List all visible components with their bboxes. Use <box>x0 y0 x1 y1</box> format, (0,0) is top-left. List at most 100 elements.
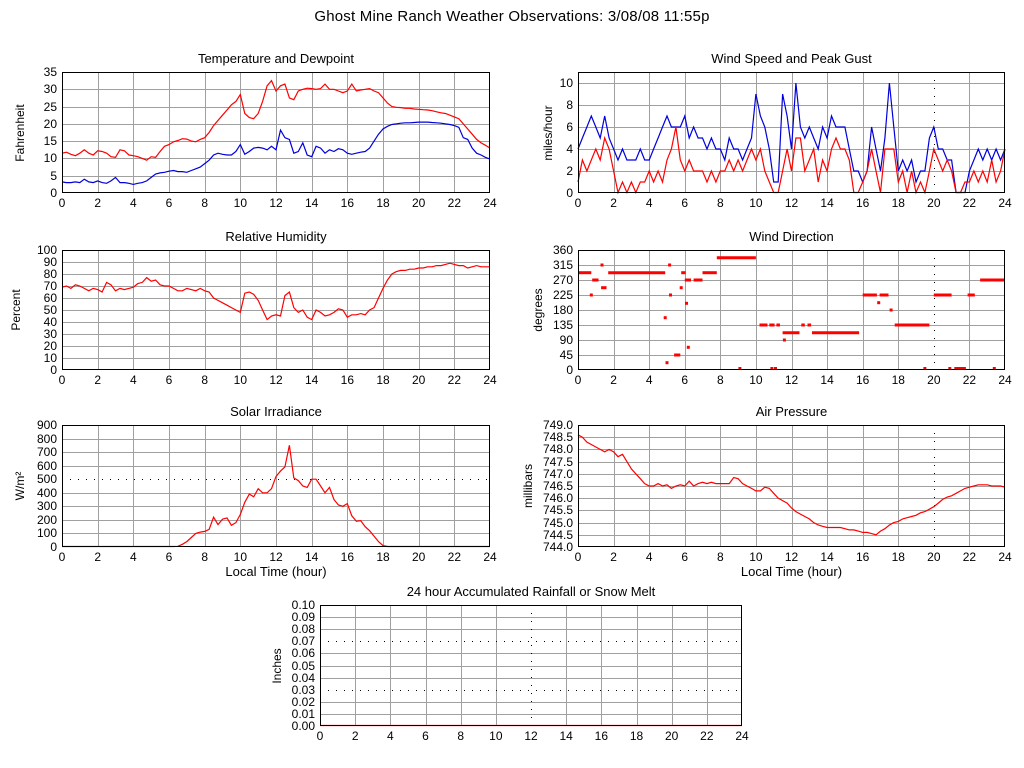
x-tick-label: 18 <box>891 550 905 564</box>
x-tick-label: 20 <box>927 196 941 210</box>
y-tick-label: 0.10 <box>291 598 315 612</box>
plot-area <box>61 72 491 193</box>
y-tick-label: 0.04 <box>291 670 315 685</box>
x-tick-label: 24 <box>998 196 1012 210</box>
x-tick-label: 16 <box>340 196 354 210</box>
x-tick-label: 8 <box>457 729 464 743</box>
y-tick-label: 8 <box>566 98 573 112</box>
x-tick-label: 0 <box>574 196 582 210</box>
x-tick-label: 22 <box>962 550 977 564</box>
y-tick-label: 0.00 <box>291 719 315 733</box>
x-tick-label: 8 <box>716 196 724 210</box>
x-tick-label: 12 <box>784 196 799 210</box>
y-tick-label: 100 <box>36 243 57 257</box>
y-tick-label: 600 <box>36 458 57 473</box>
x-tick-label: 6 <box>165 196 173 210</box>
x-tick-label: 12 <box>269 373 283 387</box>
y-axis-label: degrees <box>531 288 545 332</box>
y-tick-label: 800 <box>36 431 57 446</box>
plot-area <box>62 425 490 548</box>
x-tick-label: 12 <box>784 550 799 564</box>
y-axis-label: miles/hour <box>541 104 555 161</box>
y-tick-label: 748.5 <box>542 430 573 445</box>
y-tick-label: 30 <box>43 82 57 97</box>
x-tick-label: 8 <box>201 550 208 564</box>
x-tick-label: 14 <box>559 729 573 743</box>
x-tick-label: 24 <box>998 550 1012 564</box>
y-tick-label: 300 <box>36 499 57 514</box>
x-tick-label: 22 <box>447 196 461 210</box>
series-dewpoint-line <box>61 121 491 186</box>
wind-direction-dot <box>919 323 923 327</box>
y-tick-label: 360 <box>552 243 573 257</box>
series-temperature-line <box>61 79 491 161</box>
y-tick-label: 746.0 <box>542 491 573 506</box>
x-tick-label: 4 <box>386 729 394 743</box>
plot-border <box>62 250 490 370</box>
x-tick-label: 4 <box>645 373 653 387</box>
x-tick-label: 6 <box>422 729 429 743</box>
y-tick-label: 15 <box>43 134 57 149</box>
x-tick-label: 16 <box>855 196 870 210</box>
x-tick-label: 18 <box>891 373 905 387</box>
x-tick-label: 18 <box>376 373 390 387</box>
wind-direction-dot <box>923 367 927 370</box>
y-tick-label: 40 <box>43 315 57 329</box>
y-axis-label: W/m² <box>13 471 27 501</box>
y-tick-label: 500 <box>36 472 57 487</box>
y-tick-label: 90 <box>559 333 573 347</box>
x-tick-label: 4 <box>645 550 653 564</box>
y-tick-label: 100 <box>36 526 57 541</box>
series-peak-gust-line <box>577 82 1006 194</box>
wind-direction-dot <box>663 316 667 320</box>
x-tick-label: 14 <box>820 196 834 210</box>
x-tick-label: 22 <box>447 373 461 387</box>
y-tick-label: 0.07 <box>291 634 315 649</box>
y-tick-label: 60 <box>43 291 57 305</box>
y-axis-label: Inches <box>270 647 284 684</box>
y-tick-label: 0.03 <box>291 682 315 697</box>
x-tick-label: 20 <box>927 550 941 564</box>
x-tick-label: 8 <box>201 196 208 210</box>
x-tick-label: 18 <box>629 729 644 743</box>
wind-direction-dot <box>782 338 786 342</box>
x-tick-label: 10 <box>749 550 763 564</box>
series-relative-humidity-line <box>61 262 490 321</box>
y-tick-label: 50 <box>43 303 57 317</box>
x-tick-label: 0 <box>58 196 66 210</box>
y-tick-label: 70 <box>43 279 57 293</box>
x-tick-label: 2 <box>610 550 617 564</box>
page-title: Ghost Mine Ranch Weather Observations: 3… <box>314 8 710 25</box>
x-tick-label: 18 <box>376 196 390 210</box>
y-axis-label: Fahrenheit <box>13 103 27 162</box>
plot-border <box>578 72 1005 193</box>
chart-title: Solar Irradiance <box>230 404 322 419</box>
plot-border <box>62 72 490 193</box>
x-tick-label: 20 <box>664 729 679 743</box>
y-tick-label: 749.0 <box>542 418 573 432</box>
x-tick-label: 22 <box>447 550 461 564</box>
x-tick-label: 6 <box>681 196 689 210</box>
x-tick-label: 16 <box>855 373 870 387</box>
y-tick-label: 6 <box>566 120 573 134</box>
y-tick-label: 0.08 <box>291 622 315 637</box>
y-tick-label: 744.5 <box>542 527 573 542</box>
x-tick-label: 22 <box>962 373 977 387</box>
x-tick-label: 0 <box>574 550 582 564</box>
y-tick-label: 90 <box>43 255 57 269</box>
x-tick-label: 16 <box>594 729 608 743</box>
y-tick-label: 700 <box>36 445 57 460</box>
y-tick-label: 270 <box>552 273 573 287</box>
series-wind-speed-line <box>577 126 1006 195</box>
plot-area <box>61 250 490 370</box>
y-tick-label: 315 <box>552 258 573 272</box>
x-tick-label: 10 <box>233 373 247 387</box>
x-tick-label: 12 <box>269 550 283 564</box>
y-tick-label: 25 <box>43 99 57 114</box>
x-tick-label: 10 <box>749 196 763 210</box>
x-tick-label: 4 <box>645 196 653 210</box>
x-tick-label: 14 <box>304 550 319 564</box>
y-tick-label: 0 <box>566 186 573 200</box>
wind-direction-dot <box>807 323 811 327</box>
y-tick-label: 0 <box>50 363 57 377</box>
